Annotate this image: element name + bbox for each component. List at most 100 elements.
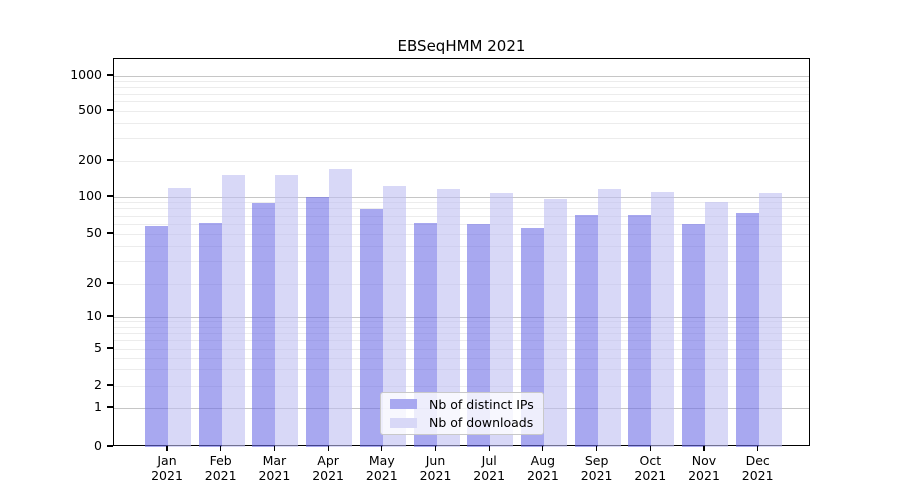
gridline-400 — [114, 122, 809, 124]
x-tick-label-apr: Apr 2021 — [312, 453, 344, 483]
bar-downloads-dec — [758, 193, 782, 447]
legend-label-distinct-ips: Nb of distinct IPs — [429, 396, 534, 412]
y-tick-mark — [107, 347, 113, 349]
x-tick-label-oct: Oct 2021 — [634, 453, 667, 483]
x-tick-label-jul: Jul 2021 — [473, 453, 506, 483]
plot-area — [113, 58, 810, 447]
y-tick-mark — [107, 445, 113, 447]
bar-distinct-ips-jan — [145, 226, 168, 447]
x-tick-label-jan: Jan 2021 — [151, 453, 183, 483]
x-tick-mark — [757, 446, 759, 451]
x-tick-mark — [703, 446, 705, 451]
y-tick-label-1: 1 — [94, 399, 102, 414]
gridline-30 — [114, 261, 809, 263]
x-tick-mark — [381, 446, 383, 451]
bar-distinct-ips-feb — [198, 222, 222, 447]
y-tick-label-5: 5 — [94, 340, 102, 355]
y-tick-mark — [107, 406, 113, 408]
bar-downloads-may — [382, 186, 406, 447]
x-tick-mark — [220, 446, 222, 451]
gridline-300 — [114, 138, 809, 140]
gridline-6 — [114, 340, 809, 342]
gridline-600 — [114, 101, 809, 103]
y-tick-label-20: 20 — [86, 275, 102, 290]
x-tick-label-sep: Sep 2021 — [580, 453, 613, 483]
legend-swatch-distinct-ips — [390, 399, 417, 410]
bar-distinct-ips-may — [359, 208, 383, 447]
legend-item-downloads: Nb of downloads — [390, 415, 534, 432]
gridline-9 — [114, 321, 809, 323]
gridline-900 — [114, 80, 809, 82]
gridline-8 — [114, 326, 809, 328]
gridline-70 — [114, 215, 809, 217]
gridline-5 — [114, 348, 809, 350]
gridline-20 — [114, 283, 809, 285]
legend-label-downloads: Nb of downloads — [429, 415, 534, 431]
x-tick-label-feb: Feb 2021 — [204, 453, 237, 483]
bar-downloads-jun — [436, 188, 460, 447]
x-tick-label-aug: Aug 2021 — [526, 453, 559, 483]
gridline-4 — [114, 357, 809, 359]
gridline-200 — [114, 160, 809, 162]
gridline-7 — [114, 332, 809, 334]
bar-distinct-ips-oct — [628, 214, 652, 447]
gridline-1000 — [114, 75, 809, 77]
y-tick-mark — [107, 159, 113, 161]
y-tick-mark — [107, 74, 113, 76]
x-tick-label-nov: Nov 2021 — [688, 453, 720, 483]
gridline-50 — [114, 233, 809, 235]
x-tick-label-may: May 2021 — [365, 453, 398, 483]
bar-downloads-feb — [221, 175, 245, 447]
bar-distinct-ips-nov — [682, 224, 705, 447]
bar-downloads-aug — [543, 199, 567, 447]
x-tick-mark — [542, 446, 544, 451]
x-tick-mark — [596, 446, 598, 451]
gridline-2 — [114, 385, 809, 387]
bar-downloads-mar — [275, 175, 299, 447]
x-tick-mark — [649, 446, 651, 451]
bar-downloads-oct — [651, 192, 675, 447]
gridline-3 — [114, 369, 809, 371]
x-tick-mark — [273, 446, 275, 451]
gridline-40 — [114, 245, 809, 247]
legend-item-distinct-ips: Nb of distinct IPs — [390, 396, 534, 413]
y-tick-label-2: 2 — [94, 377, 102, 392]
bar-distinct-ips-sep — [574, 215, 598, 447]
y-tick-mark — [107, 315, 113, 317]
y-tick-label-500: 500 — [78, 102, 102, 117]
gridline-800 — [114, 86, 809, 88]
bar-distinct-ips-jul — [467, 224, 491, 447]
bar-downloads-sep — [597, 188, 621, 447]
y-tick-label-1000: 1000 — [70, 67, 102, 82]
bar-distinct-ips-dec — [735, 213, 759, 447]
y-tick-mark — [107, 282, 113, 284]
gridline-100 — [114, 196, 809, 198]
y-tick-mark — [107, 109, 113, 111]
gridline-700 — [114, 93, 809, 95]
y-tick-label-10: 10 — [86, 308, 102, 323]
legend: Nb of distinct IPs Nb of downloads — [380, 392, 544, 435]
bar-distinct-ips-mar — [252, 202, 276, 447]
bar-downloads-jan — [168, 187, 191, 447]
x-tick-label-dec: Dec 2021 — [741, 453, 774, 483]
x-tick-mark — [166, 446, 168, 451]
gridline-90 — [114, 202, 809, 204]
legend-swatch-downloads — [390, 417, 417, 428]
bar-downloads-apr — [329, 168, 353, 447]
gridline-80 — [114, 208, 809, 210]
y-tick-label-0: 0 — [94, 438, 102, 453]
gridline-500 — [114, 110, 809, 112]
bar-distinct-ips-jun — [413, 223, 437, 447]
x-tick-mark — [434, 446, 437, 451]
bar-downloads-nov — [705, 202, 728, 447]
y-tick-mark — [107, 384, 113, 386]
bar-distinct-ips-apr — [306, 197, 330, 447]
gridlines-layer — [114, 59, 809, 445]
gridline-10 — [114, 316, 809, 318]
x-tick-mark — [488, 446, 490, 451]
y-tick-label-100: 100 — [78, 188, 102, 203]
y-tick-label-200: 200 — [78, 152, 102, 167]
y-tick-mark — [107, 232, 113, 234]
bars-layer — [114, 59, 809, 447]
